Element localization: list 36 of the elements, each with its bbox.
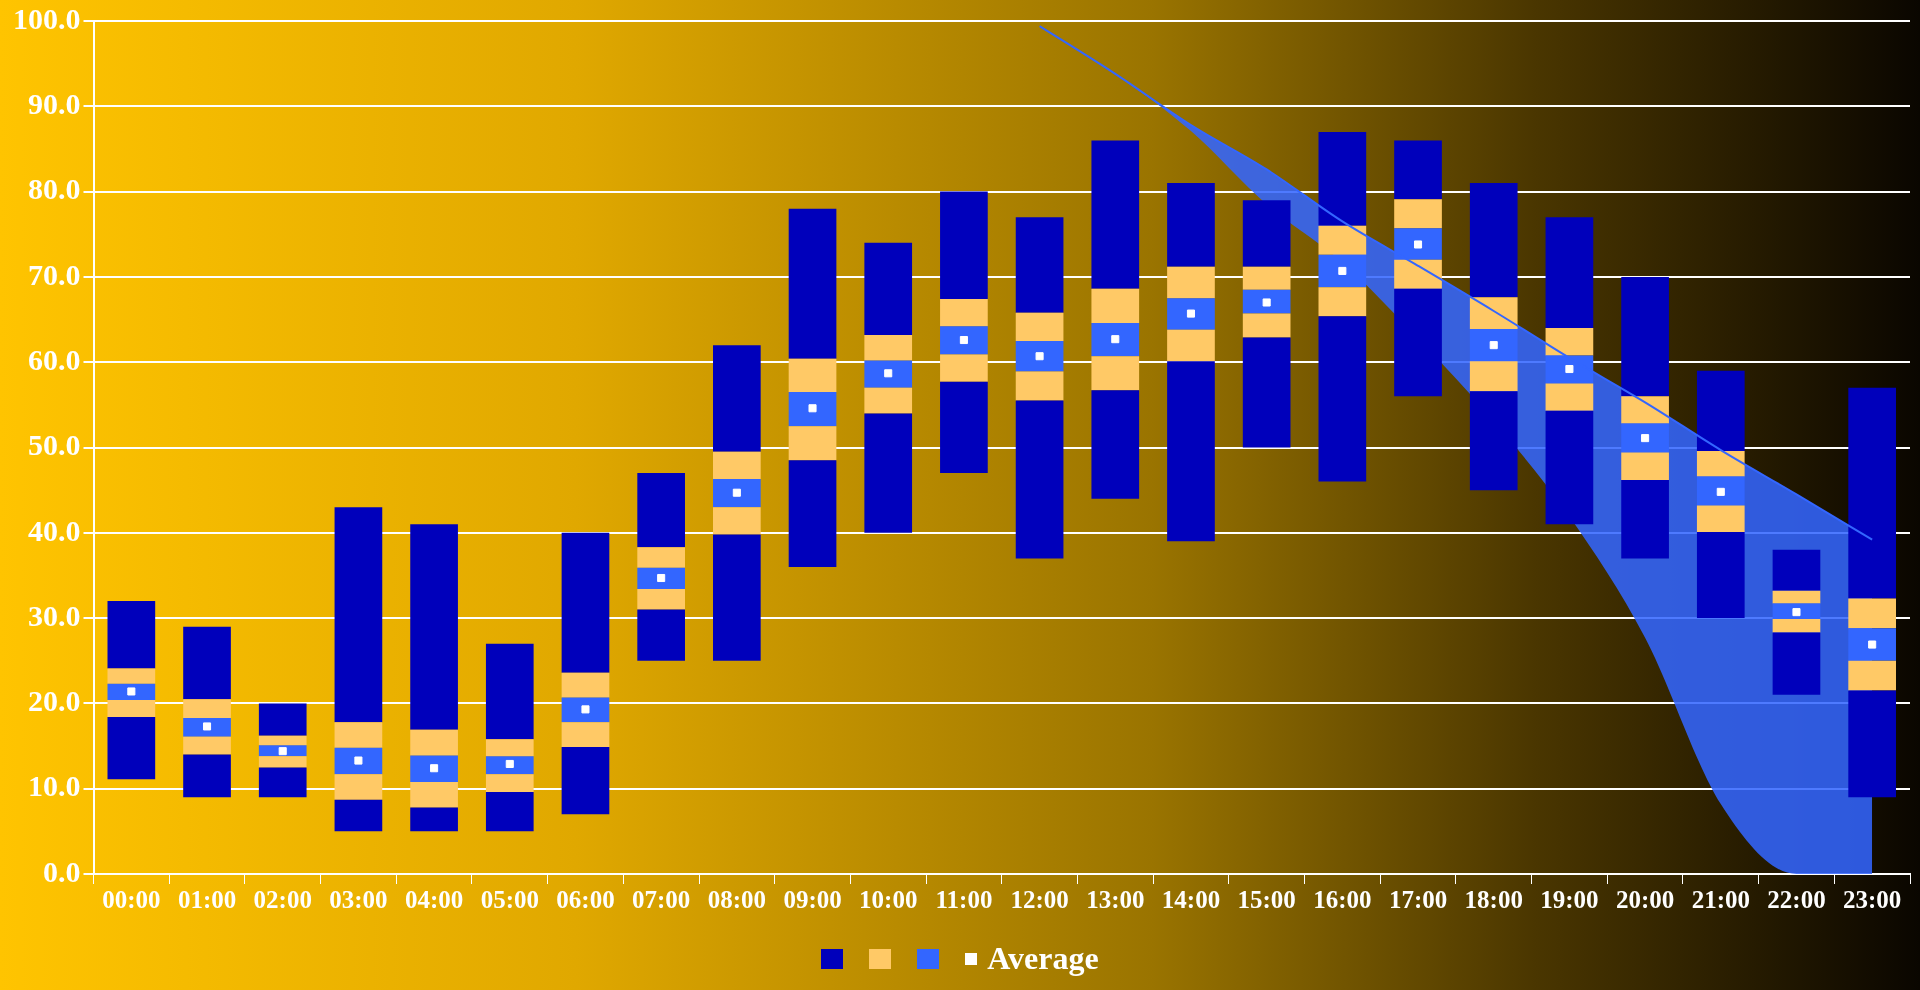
y-tick-label: 40.0	[28, 513, 81, 547]
x-tick-label: 02:00	[253, 886, 312, 914]
x-tick-label: 16:00	[1313, 886, 1372, 914]
y-tick-label: 0.0	[43, 854, 81, 888]
x-tick-label: 05:00	[480, 886, 539, 914]
x-tick-label: 00:00	[102, 886, 161, 914]
y-tick-label: 60.0	[28, 342, 81, 376]
x-tick-label: 18:00	[1464, 886, 1523, 914]
y-tick-label: 90.0	[28, 87, 81, 121]
x-tick-label: 17:00	[1388, 886, 1448, 914]
x-tick-label: 03:00	[329, 886, 388, 914]
x-tick-label: 14:00	[1161, 886, 1221, 914]
x-tick-label: 04:00	[404, 886, 464, 914]
x-tick-label: 19:00	[1540, 886, 1599, 914]
x-tick-label: 22:00	[1767, 886, 1826, 914]
x-tick-label: 15:00	[1237, 886, 1296, 914]
y-tick-label: 10.0	[28, 769, 81, 803]
y-tick-label: 20.0	[28, 684, 81, 718]
x-tick-label: 09:00	[783, 886, 842, 914]
x-tick-label: 08:00	[707, 886, 767, 914]
x-tick-label: 23:00	[1842, 886, 1902, 914]
x-tick-label: 07:00	[631, 886, 691, 914]
x-tick-label: 21:00	[1691, 886, 1750, 914]
x-tick-label: 11:00	[935, 886, 993, 914]
y-tick-label: 30.0	[28, 598, 81, 632]
x-tick-label: 20:00	[1615, 886, 1675, 914]
legend-label: Average	[987, 940, 1099, 977]
y-tick-label: 70.0	[28, 257, 81, 291]
x-tick-label: 06:00	[556, 886, 615, 914]
y-tick-label: 100.0	[13, 1, 81, 35]
y-tick-label: 80.0	[28, 172, 81, 206]
y-tick-label: 50.0	[28, 428, 81, 462]
x-tick-label: 13:00	[1086, 886, 1145, 914]
x-tick-label: 12:00	[1010, 886, 1069, 914]
x-tick-label: 10:00	[859, 886, 918, 914]
x-tick-label: 01:00	[177, 886, 237, 914]
